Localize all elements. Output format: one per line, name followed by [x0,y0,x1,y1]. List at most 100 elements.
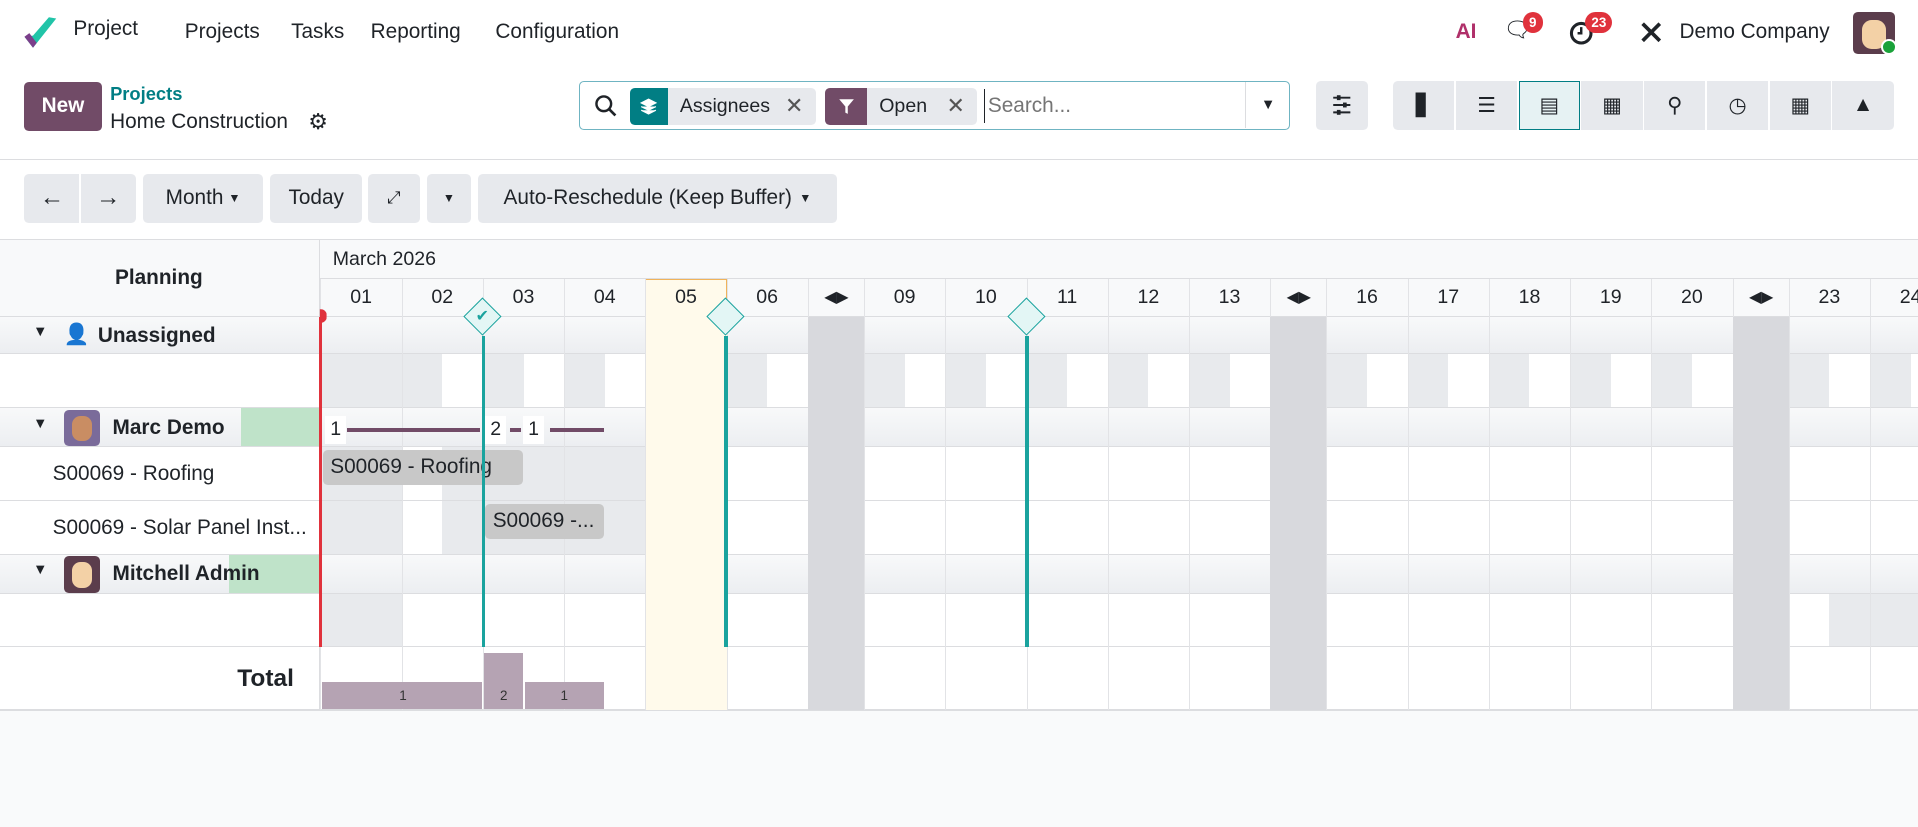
group-name[interactable]: Marc Demo [112,415,225,439]
collapsed-weekend [1270,316,1327,710]
group-name[interactable]: Unassigned [97,323,216,347]
reschedule-dropdown[interactable]: Auto-Reschedule (Keep Buffer) ▼ [478,173,837,223]
view-activity-button[interactable]: ◷ [1706,80,1769,130]
facet-assignees[interactable]: Assignees ✕ [629,87,816,125]
menu-projects[interactable]: Projects [184,19,260,43]
day-column [1651,278,1732,710]
month-label: March 2026 [332,248,437,271]
today-button[interactable]: Today [270,173,363,223]
day-column [401,278,483,710]
control-panel: New Projects Home Construction ⚙ Assigne… [0,66,1918,161]
collapse-group-icon[interactable]: ▼ [33,415,48,432]
facet-open[interactable]: Open ✕ [825,87,978,125]
workload-indicator [240,408,321,447]
task-pill-solar[interactable]: S00069 -... [485,503,605,540]
allocation-count: 2 [485,415,507,444]
day-column [1788,278,1870,710]
menu-tasks[interactable]: Tasks [291,19,345,43]
unavailable-slot [1107,354,1149,408]
day-label: 10 [975,285,997,308]
view-graph-button[interactable]: ▲ [1832,80,1894,130]
day-column [1407,278,1489,710]
day-label: 11 [1056,285,1078,308]
gantt-view: Planning March 2026 01 02 03 04 05 06 ◀▶ 09 10 11 12… [0,238,1918,711]
view-map-button[interactable]: ⚲ [1644,80,1706,130]
total-label: Total [237,665,294,693]
new-button[interactable]: New [24,81,102,131]
collapse-button[interactable]: ⤢ [368,173,420,223]
search-bar: Assignees ✕ Open ✕ ▼ [578,80,1291,130]
day-label: 01 [350,285,372,308]
view-pivot-button[interactable]: ▦ [1769,80,1831,130]
expand-weekend-icon[interactable]: ◀▶ [1732,278,1789,317]
scale-dropdown[interactable]: Month ▼ [143,173,263,223]
day-label: 12 [1137,285,1160,308]
previous-button[interactable]: ← [24,173,80,223]
total-bar [484,652,524,710]
unavailable-slot [401,354,443,408]
next-button[interactable]: → [80,173,136,223]
task-pill-roofing[interactable]: S00069 - Roofing [322,449,524,486]
remove-facet-icon[interactable]: ✕ [946,93,965,119]
unavailable-slot [1488,354,1530,408]
unavailable-slot [320,594,402,646]
menu-configuration[interactable]: Configuration [495,19,620,43]
navbar: Project Projects Tasks Reporting Configu… [0,0,1918,67]
day-label: 06 [756,285,779,308]
clock-icon[interactable] [1569,21,1593,45]
search-options-toggle[interactable]: ▼ [1244,81,1290,129]
mitchell-avatar [63,556,101,593]
collapse-group-icon[interactable]: ▼ [33,562,48,579]
company-switcher[interactable]: Demo Company [1679,19,1830,43]
remove-facet-icon[interactable]: ✕ [784,93,804,119]
unavailable-slot [564,447,646,501]
caret-down-icon: ▼ [799,191,812,206]
expand-weekend-icon[interactable]: ◀▶ [807,278,864,317]
day-column [1026,278,1108,710]
arrow-right-icon: → [96,184,121,212]
day-label: 23 [1818,285,1841,308]
expand-weekend-icon[interactable]: ◀▶ [1270,278,1326,317]
app-logo-icon[interactable] [22,16,59,50]
today-column [645,278,727,710]
day-label: 20 [1681,285,1703,308]
day-column [1326,278,1407,710]
allocation-line [509,427,521,432]
search-icon[interactable] [594,94,618,118]
header-divider [320,277,1918,279]
menu-reporting[interactable]: Reporting [370,19,461,43]
day-column [1870,278,1918,710]
check-icon: ✔ [475,307,489,325]
milestone-line [1025,336,1029,647]
filter-icon [825,87,867,125]
view-list-button[interactable]: ☰ [1455,80,1518,130]
unavailable-slot [945,354,986,408]
filter-settings-button[interactable] [1316,80,1368,130]
day-label: 02 [431,285,454,308]
user-avatar[interactable] [1853,12,1898,56]
ai-icon[interactable]: AI [1455,19,1477,43]
day-label: 17 [1437,285,1460,308]
more-dropdown[interactable]: ▼ [426,173,471,223]
breadcrumb-projects[interactable]: Projects [110,83,183,105]
tools-icon[interactable] [1639,20,1663,44]
unavailable-slot [1326,354,1368,408]
gear-icon[interactable]: ⚙ [308,108,328,134]
row-label: S00069 - Solar Panel Inst... [52,515,307,539]
marc-avatar [63,409,101,447]
graph-icon: ▲ [1852,93,1874,117]
unavailable-slot [1870,354,1911,408]
total-bar [524,682,605,710]
group-name[interactable]: Mitchell Admin [112,562,260,586]
day-label: 03 [512,285,535,308]
app-name[interactable]: Project [73,17,139,41]
collapsed-weekend [807,316,865,710]
day-column [1107,278,1189,710]
planning-title: Planning [114,266,203,290]
search-input[interactable] [984,89,1230,124]
view-kanban-button[interactable]: ▋ [1393,80,1455,130]
day-column [1488,278,1570,710]
view-calendar-button[interactable]: ▦ [1581,80,1643,130]
collapse-group-icon[interactable]: ▼ [33,323,48,340]
view-gantt-button[interactable]: ▤ [1518,80,1580,130]
